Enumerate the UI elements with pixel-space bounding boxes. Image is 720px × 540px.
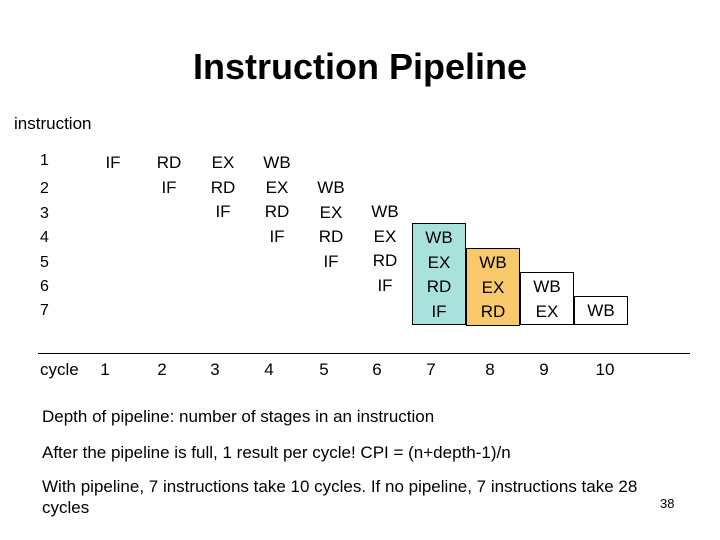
pipeline-column-cycle-4: WB EX RD IF — [250, 149, 304, 251]
stage-label: EX — [265, 177, 289, 197]
stage-label: IF — [431, 301, 447, 321]
cycle-number: 8 — [485, 360, 495, 379]
stage-label: EX — [319, 202, 343, 222]
instruction-number: 4 — [40, 229, 49, 246]
cycle-number: 5 — [319, 360, 329, 379]
cycle-number: 6 — [372, 360, 382, 379]
cycle-number: 3 — [210, 360, 220, 379]
pipeline-column-cycle-9: WB EX — [520, 272, 574, 325]
instruction-axis-label: instruction — [14, 114, 92, 133]
stage-label: WB — [371, 202, 399, 221]
cycle-number: 9 — [539, 360, 549, 379]
stage-label: RD — [156, 153, 182, 172]
stage-label: WB — [263, 153, 291, 172]
instruction-number: 6 — [40, 278, 49, 295]
stage-label: IF — [377, 275, 393, 295]
stage-label: WB — [533, 277, 561, 296]
slide-title: Instruction Pipeline — [192, 46, 528, 87]
cycle-number: 2 — [157, 360, 167, 379]
stage-label: RD — [480, 302, 506, 321]
stage-label: WB — [587, 301, 615, 320]
pipeline-column-cycle-7: WB EX RD IF — [412, 223, 466, 325]
instruction-number: 7 — [40, 302, 49, 319]
stage-label: WB — [425, 228, 453, 247]
comparison-note-line2: cycles — [42, 498, 90, 517]
cycle-number: 1 — [100, 360, 110, 379]
stage-label: EX — [211, 153, 235, 172]
stage-label: RD — [264, 202, 290, 221]
pipeline-column-cycle-2: RD IF — [142, 149, 196, 202]
stage-label: IF — [269, 226, 285, 246]
stage-label: RD — [318, 227, 344, 246]
instruction-number: 3 — [40, 205, 49, 222]
stage-label: EX — [427, 252, 451, 272]
cycle-axis-rule — [38, 353, 690, 354]
stage-label: EX — [535, 301, 559, 321]
cycle-number: 7 — [426, 360, 436, 379]
stage-label: IF — [323, 251, 339, 271]
instruction-number: 2 — [40, 180, 49, 197]
stage-label: IF — [105, 153, 121, 172]
stage-label: IF — [215, 202, 231, 221]
page-number: 38 — [660, 496, 675, 511]
stage-label: EX — [373, 226, 397, 246]
cycle-number: 10 — [595, 360, 615, 379]
instruction-number: 1 — [40, 152, 49, 169]
pipeline-column-cycle-3: EX RD IF — [196, 149, 250, 227]
stage-label: IF — [161, 177, 177, 197]
cycle-axis-label: cycle — [40, 360, 79, 379]
stage-label: RD — [372, 251, 398, 270]
depth-note: Depth of pipeline: number of stages in a… — [42, 407, 435, 426]
pipeline-column-cycle-1: IF — [86, 149, 140, 178]
comparison-note-line1: With pipeline, 7 instructions take 10 cy… — [42, 477, 638, 496]
stage-label: RD — [210, 177, 236, 197]
stage-label: EX — [481, 277, 505, 297]
pipeline-column-cycle-5: WB EX RD IF — [304, 174, 358, 276]
pipeline-column-cycle-10: WB — [574, 296, 628, 325]
pipeline-column-cycle-6: WB EX RD IF — [358, 198, 412, 300]
stage-label: RD — [426, 277, 452, 296]
stage-label: WB — [317, 178, 345, 197]
cycle-number: 4 — [264, 360, 274, 379]
instruction-number: 5 — [40, 254, 49, 271]
cpi-note: After the pipeline is full, 1 result per… — [42, 443, 511, 462]
stage-label: WB — [479, 253, 507, 272]
pipeline-column-cycle-8: WB EX RD — [466, 248, 520, 326]
